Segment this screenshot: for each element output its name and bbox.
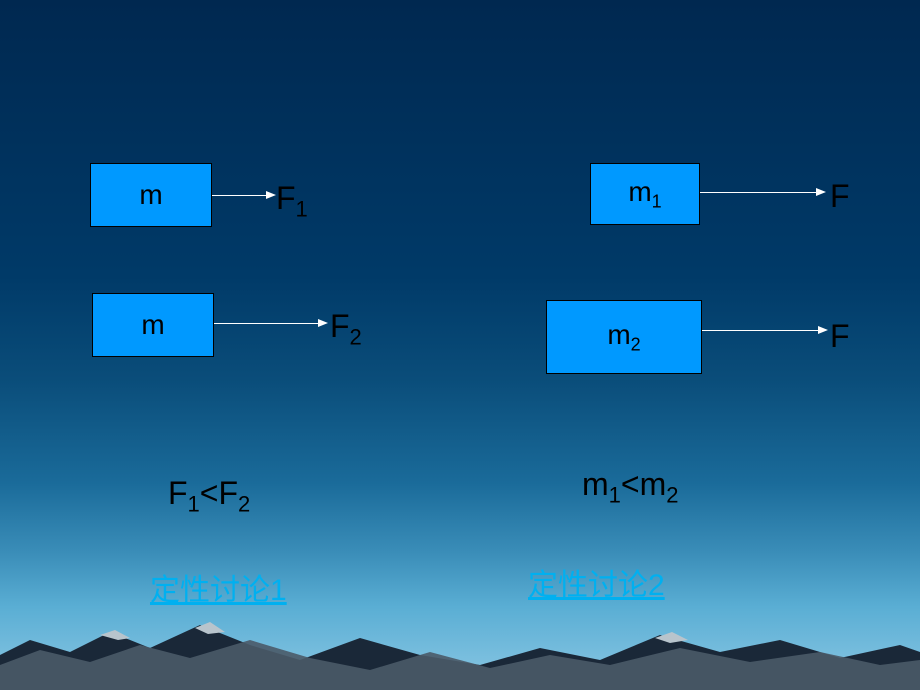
block-label: m1 [628,176,661,213]
link-discussion-2[interactable]: 定性讨论2 [528,560,665,604]
inequality-masses: m1<m2 [582,466,679,508]
block-m: m [92,293,214,357]
force-label-f: F [830,318,850,355]
block-m2: m2 [546,300,702,374]
force-label-f: F [830,178,850,215]
block-label: m [139,179,162,211]
block-m1: m1 [590,163,700,225]
arrow-head-icon [318,319,328,327]
mountain-silhouette-icon [0,610,920,690]
force-label-f2: F2 [330,308,362,350]
force-label-f1: F1 [276,180,308,222]
link-discussion-1[interactable]: 定性讨论1 [150,565,287,609]
block-m: m [90,163,212,227]
block-label: m2 [607,319,640,356]
force-arrow [702,330,820,331]
force-arrow [214,323,320,324]
force-arrow [700,192,818,193]
arrow-head-icon [266,191,276,199]
inequality-forces: F1<F2 [168,475,250,517]
block-label: m [141,309,164,341]
arrow-head-icon [818,326,828,334]
force-arrow [212,195,268,196]
arrow-head-icon [816,188,826,196]
